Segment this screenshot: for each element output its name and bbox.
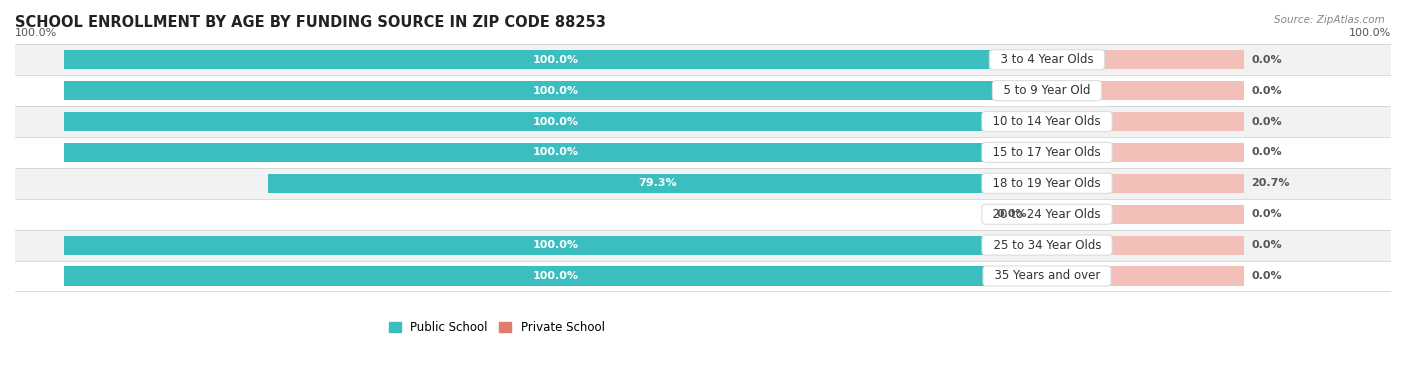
Text: 35 Years and over: 35 Years and over [987, 270, 1108, 282]
Text: 100.0%: 100.0% [533, 86, 579, 96]
Bar [65, 266, 1047, 285]
Bar [65, 235, 1047, 255]
Text: 18 to 19 Year Olds: 18 to 19 Year Olds [986, 177, 1108, 190]
Text: 100.0%: 100.0% [533, 116, 579, 127]
Bar [1047, 174, 1088, 193]
Text: 3 to 4 Year Olds: 3 to 4 Year Olds [993, 53, 1101, 66]
Text: 0.0%: 0.0% [1251, 209, 1282, 219]
Bar [1047, 81, 1243, 100]
Text: 20 to 24 Year Olds: 20 to 24 Year Olds [986, 208, 1108, 221]
Bar [15, 106, 1391, 137]
Text: 100.0%: 100.0% [533, 147, 579, 157]
Text: 5 to 9 Year Old: 5 to 9 Year Old [995, 84, 1098, 97]
Text: 25 to 34 Year Olds: 25 to 34 Year Olds [986, 239, 1108, 252]
Bar [1047, 204, 1243, 224]
Text: 100.0%: 100.0% [533, 240, 579, 250]
Text: 100.0%: 100.0% [533, 55, 579, 65]
Legend: Public School, Private School: Public School, Private School [384, 316, 609, 338]
Bar [1047, 143, 1243, 162]
Text: 100.0%: 100.0% [533, 271, 579, 281]
Text: 0.0%: 0.0% [1251, 86, 1282, 96]
Bar [65, 143, 1047, 162]
Bar [15, 137, 1391, 168]
Bar [1047, 112, 1243, 131]
Text: 0.0%: 0.0% [1251, 271, 1282, 281]
Bar [65, 81, 1047, 100]
Bar [65, 50, 1047, 69]
Text: 10 to 14 Year Olds: 10 to 14 Year Olds [986, 115, 1108, 128]
Text: 0.0%: 0.0% [1251, 147, 1282, 157]
Bar [15, 260, 1391, 291]
Text: SCHOOL ENROLLMENT BY AGE BY FUNDING SOURCE IN ZIP CODE 88253: SCHOOL ENROLLMENT BY AGE BY FUNDING SOUR… [15, 15, 606, 30]
Bar [267, 174, 1047, 193]
Bar [15, 168, 1391, 199]
Text: 0.0%: 0.0% [1251, 116, 1282, 127]
Text: 79.3%: 79.3% [638, 178, 676, 188]
Text: 0.0%: 0.0% [997, 209, 1028, 219]
Text: 0.0%: 0.0% [1251, 55, 1282, 65]
Text: 100.0%: 100.0% [15, 28, 58, 39]
Bar [1047, 266, 1243, 285]
Bar [1047, 174, 1243, 193]
Bar [1038, 204, 1047, 224]
Bar [1047, 50, 1243, 69]
Bar [15, 230, 1391, 260]
Bar [1047, 235, 1243, 255]
Bar [65, 112, 1047, 131]
Bar [15, 199, 1391, 230]
Text: 0.0%: 0.0% [1251, 240, 1282, 250]
Bar [15, 75, 1391, 106]
Text: 15 to 17 Year Olds: 15 to 17 Year Olds [986, 146, 1108, 159]
Text: 20.7%: 20.7% [1251, 178, 1289, 188]
Bar [15, 44, 1391, 75]
Text: Source: ZipAtlas.com: Source: ZipAtlas.com [1274, 15, 1385, 25]
Text: 100.0%: 100.0% [1348, 28, 1391, 39]
